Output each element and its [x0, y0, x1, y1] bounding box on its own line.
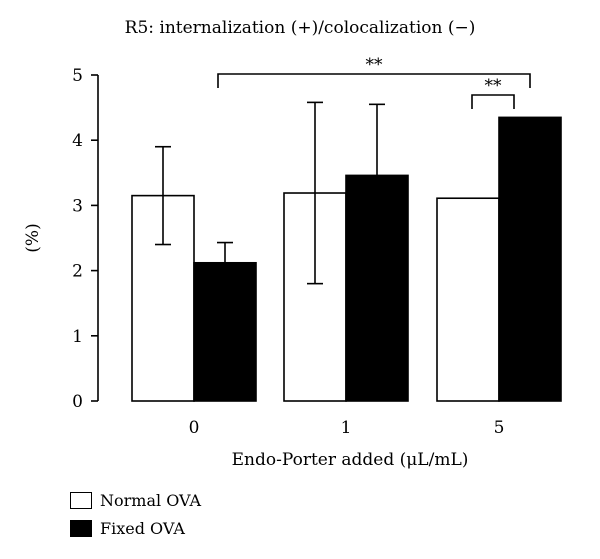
- legend-item-normal-ova: Normal OVA: [70, 486, 201, 514]
- x-axis-label: Endo-Porter added (μL/mL): [232, 450, 469, 470]
- bar-fixed-ova-5: [498, 116, 562, 402]
- y-axis-label: (%): [23, 223, 43, 252]
- x-tick-label: 1: [341, 418, 352, 438]
- significance-label: **: [366, 55, 384, 75]
- legend-item-fixed-ova: Fixed OVA: [70, 514, 201, 542]
- significance-bracket: [471, 94, 515, 109]
- legend: Normal OVA Fixed OVA: [70, 486, 201, 542]
- significance-label: **: [485, 76, 503, 96]
- bar-chart: 0 1 2 3 4 5 (%) 0 1 5 Endo-Porter added (μL/mL) ** *…: [23, 55, 562, 470]
- significance-bracket: [217, 73, 531, 88]
- y-tick-label: 1: [72, 327, 83, 347]
- bar-normal-ova-5: [436, 197, 500, 402]
- bar-normal-ova-1: [283, 192, 347, 402]
- legend-label-fixed-ova: Fixed OVA: [100, 518, 185, 538]
- bar-fixed-ova-0: [193, 261, 257, 402]
- legend-swatch-normal-ova: [70, 491, 92, 509]
- x-tick-label: 0: [189, 418, 200, 438]
- y-tick-label: 4: [72, 131, 83, 151]
- y-tick-label: 3: [72, 196, 83, 216]
- x-tick-label: 5: [494, 418, 505, 438]
- y-tick-label: 5: [72, 66, 83, 86]
- legend-swatch-fixed-ova: [70, 519, 92, 537]
- y-tick-label: 0: [72, 392, 83, 412]
- y-tick-label: 2: [72, 262, 83, 282]
- legend-label-normal-ova: Normal OVA: [100, 490, 202, 510]
- chart-title: R5: internalization (+)/colocalization (…: [124, 18, 476, 38]
